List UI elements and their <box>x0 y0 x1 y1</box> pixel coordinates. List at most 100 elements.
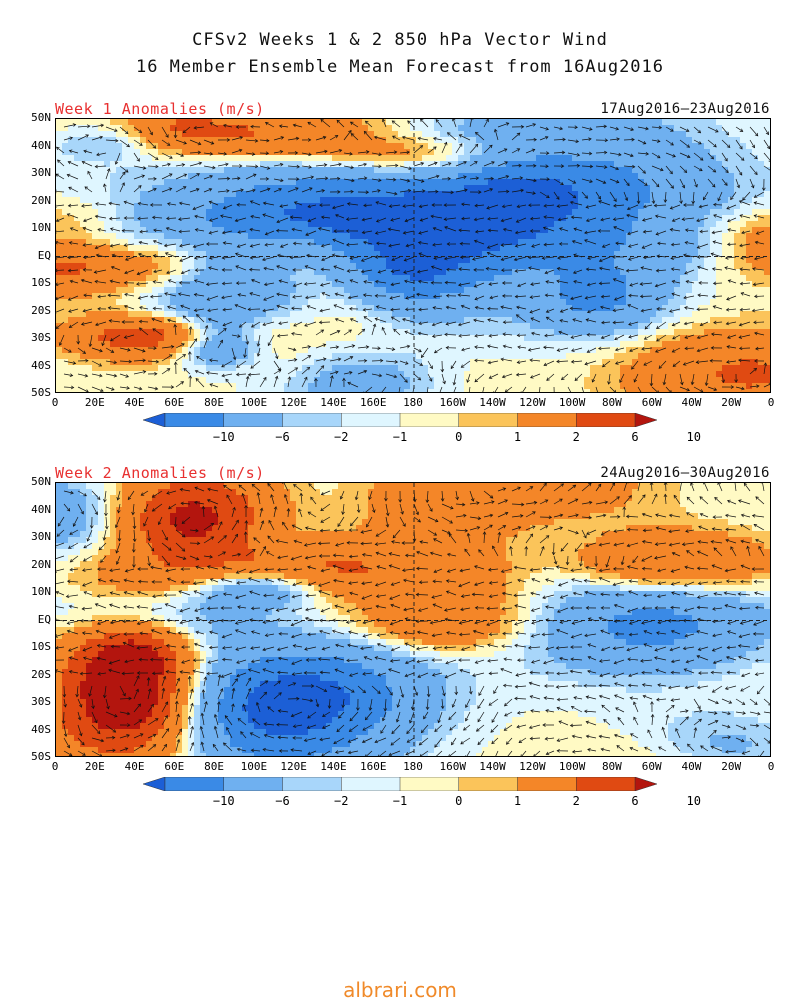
longitude-label: 120E <box>274 396 314 409</box>
latitude-label: 10N <box>11 585 51 598</box>
longitude-label: 80W <box>592 760 632 773</box>
colorbar-tick-label: 6 <box>620 430 650 444</box>
longitude-label: 0 <box>35 760 75 773</box>
latitude-label: 30N <box>11 166 51 179</box>
latitude-label: 30N <box>11 530 51 543</box>
colorbar-swatch <box>224 413 283 427</box>
wind-vector-head <box>433 756 436 757</box>
wind-vector-head <box>380 392 383 393</box>
wind-vector-head <box>494 756 497 757</box>
colorbar-tick-label: −6 <box>268 794 298 808</box>
latitude-label: EQ <box>11 613 51 626</box>
longitude-label: 80E <box>194 760 234 773</box>
colorbar-swatch <box>143 413 165 427</box>
colorbar-tick-label: −6 <box>268 430 298 444</box>
colorbar-tick-label: −10 <box>209 430 239 444</box>
colorbar-tick-label: 6 <box>620 794 650 808</box>
latitude-label: 10S <box>11 276 51 289</box>
longitude-label: 0 <box>35 396 75 409</box>
watermark: albrari.com <box>0 978 800 1002</box>
longitude-label: 20W <box>711 396 751 409</box>
wind-vector-head <box>596 392 599 393</box>
panel2-wind-map <box>55 482 771 757</box>
longitude-label: 160E <box>353 396 393 409</box>
longitude-label: 0 <box>751 396 791 409</box>
latitude-label: 30S <box>11 331 51 344</box>
longitude-label: 180 <box>393 760 433 773</box>
latitude-label: 10N <box>11 221 51 234</box>
panel1-colorbar <box>143 412 657 426</box>
colorbar-tick-label: 2 <box>561 794 591 808</box>
panel2-colorbar <box>143 776 657 790</box>
colorbar-swatch <box>459 413 518 427</box>
colorbar-swatch <box>165 777 224 791</box>
colorbar-tick-label: −2 <box>326 430 356 444</box>
latitude-label: 50N <box>11 475 51 488</box>
colorbar-swatch <box>635 777 657 791</box>
latitude-label: 40N <box>11 139 51 152</box>
map-title: CFSv2 Weeks 1 & 2 850 hPa Vector Wind <box>0 30 800 50</box>
longitude-label: 60E <box>154 396 194 409</box>
longitude-label: 140W <box>473 396 513 409</box>
latitude-label: EQ <box>11 249 51 262</box>
longitude-label: 120W <box>512 760 552 773</box>
colorbar-tick-label: 10 <box>679 430 709 444</box>
colorbar-swatch <box>576 777 635 791</box>
longitude-label: 140E <box>313 760 353 773</box>
longitude-label: 100E <box>234 760 274 773</box>
colorbar-swatch <box>165 413 224 427</box>
latitude-label: 20N <box>11 558 51 571</box>
longitude-label: 160W <box>433 760 473 773</box>
latitude-label: 50N <box>11 111 51 124</box>
colorbar-swatch <box>283 413 342 427</box>
longitude-label: 40E <box>115 396 155 409</box>
longitude-label: 60W <box>632 396 672 409</box>
colorbar-tick-label: 0 <box>444 794 474 808</box>
colorbar-swatch <box>518 413 577 427</box>
colorbar-tick-label: −10 <box>209 794 239 808</box>
wind-vector-head <box>397 392 400 393</box>
latitude-label: 40S <box>11 723 51 736</box>
colorbar-tick-label: 10 <box>679 794 709 808</box>
colorbar-swatch <box>400 413 459 427</box>
longitude-label: 140E <box>313 396 353 409</box>
colorbar-swatch <box>400 777 459 791</box>
wind-anomaly-field <box>56 119 771 393</box>
colorbar-swatch <box>224 777 283 791</box>
longitude-label: 20W <box>711 760 751 773</box>
longitude-label: 80W <box>592 396 632 409</box>
colorbar-swatch <box>576 413 635 427</box>
wind-vector-head <box>625 392 628 393</box>
colorbar-tick-label: 0 <box>444 430 474 444</box>
colorbar-tick-label: −1 <box>385 430 415 444</box>
longitude-label: 120W <box>512 396 552 409</box>
latitude-label: 40S <box>11 359 51 372</box>
latitude-label: 20S <box>11 668 51 681</box>
longitude-label: 180 <box>393 396 433 409</box>
colorbar-swatch <box>143 777 165 791</box>
longitude-label: 40E <box>115 760 155 773</box>
longitude-label: 20E <box>75 760 115 773</box>
latitude-label: 10S <box>11 640 51 653</box>
colorbar-tick-label: 1 <box>503 430 533 444</box>
colorbar-swatch <box>283 777 342 791</box>
panel1-wind-map <box>55 118 771 393</box>
longitude-label: 140W <box>473 760 513 773</box>
colorbar-swatch <box>518 777 577 791</box>
longitude-label: 60W <box>632 760 672 773</box>
longitude-label: 0 <box>751 760 791 773</box>
wind-vector-head <box>770 170 771 173</box>
longitude-label: 40W <box>671 396 711 409</box>
longitude-label: 160W <box>433 396 473 409</box>
latitude-label: 20S <box>11 304 51 317</box>
colorbar-swatch <box>459 777 518 791</box>
panel2-label: Week 2 Anomalies (m/s) <box>55 464 265 482</box>
latitude-label: 40N <box>11 503 51 516</box>
longitude-label: 120E <box>274 760 314 773</box>
colorbar-swatch <box>341 777 400 791</box>
colorbar-swatch <box>341 413 400 427</box>
longitude-label: 60E <box>154 760 194 773</box>
map-subtitle: 16 Member Ensemble Mean Forecast from 16… <box>0 57 800 77</box>
longitude-label: 80E <box>194 396 234 409</box>
colorbar-tick-label: 1 <box>503 794 533 808</box>
